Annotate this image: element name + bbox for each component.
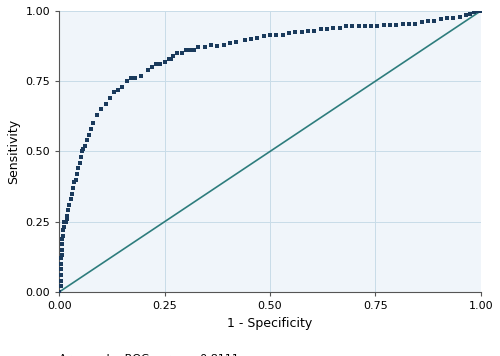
Y-axis label: Sensitivity: Sensitivity [7,119,20,184]
X-axis label: 1 - Specificity: 1 - Specificity [228,316,312,330]
Text: Area under ROC curve = 0.8111: Area under ROC curve = 0.8111 [60,354,239,356]
